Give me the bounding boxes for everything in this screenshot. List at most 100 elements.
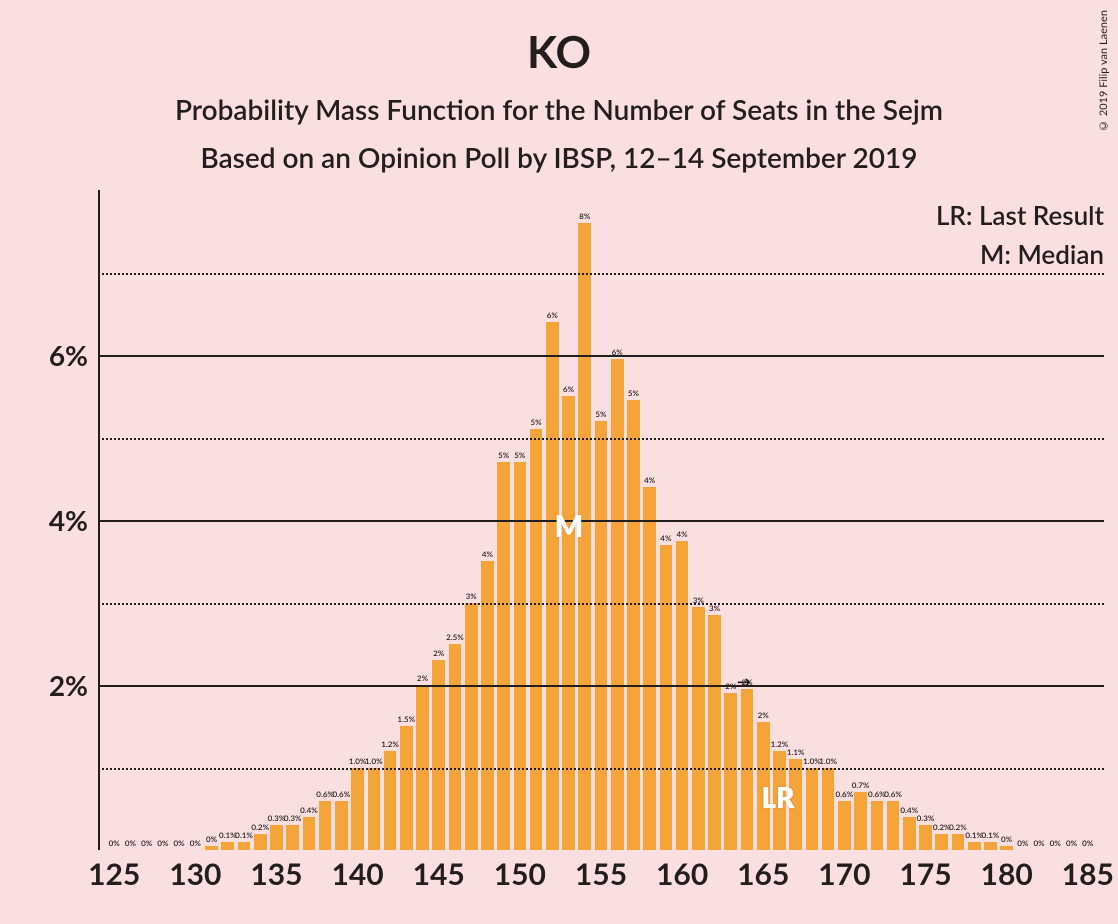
bar-value-label: 0.1% [965, 830, 983, 840]
gridline-solid [98, 520, 1104, 522]
bar-value-label: 0% [157, 838, 168, 848]
bar-value-label: 0.6% [333, 789, 351, 799]
bar: 0.2% [935, 834, 948, 851]
bar-value-label: 1.2% [381, 739, 399, 749]
bar: 2% [724, 693, 737, 850]
x-tick-label: 165 [737, 850, 789, 892]
bar-value-label: 0.3% [917, 813, 935, 823]
bar: 0.4% [903, 817, 916, 850]
bar-value-label: 0.2% [251, 822, 269, 832]
bar-value-label: 0.6% [868, 789, 886, 799]
gridline-dotted [98, 603, 1104, 605]
bar-value-label: 0% [190, 838, 201, 848]
x-tick-label: 140 [332, 850, 384, 892]
bar: 0.6% [887, 801, 900, 851]
bar: 3% [465, 603, 478, 851]
bar-value-label: 1.1% [787, 747, 805, 757]
bar: 2% [432, 660, 445, 850]
x-tick-label: 180 [981, 850, 1033, 892]
bar: 4% [660, 545, 673, 850]
bar-value-label: 0% [1050, 838, 1061, 848]
subtitle1-text: Probability Mass Function for the Number… [175, 92, 943, 126]
bar-value-label: 2.5% [446, 632, 464, 642]
gridline-solid [98, 685, 1104, 687]
bar-value-label: 0% [1017, 838, 1028, 848]
x-tick-label: 170 [818, 850, 870, 892]
chart-subtitle-1: Probability Mass Function for the Number… [0, 92, 1118, 126]
bar: 0.6% [319, 801, 332, 851]
chart-title: KO [0, 0, 1118, 78]
x-tick-label: 150 [494, 850, 546, 892]
bar-value-label: 1.0% [365, 756, 383, 766]
bar: 3% [692, 607, 705, 850]
median-marker: M [555, 508, 584, 544]
bar-value-label: 0.7% [852, 780, 870, 790]
bar-value-label: 0.6% [316, 789, 334, 799]
bar: 2% [741, 689, 754, 850]
bar: 1.0% [351, 768, 364, 851]
bar-value-label: 0.2% [949, 822, 967, 832]
x-tick-label: 135 [250, 850, 302, 892]
bar: 0.1% [984, 842, 997, 850]
bar-value-label: 4% [677, 529, 688, 539]
bar-value-label: 2% [433, 648, 444, 658]
bar-value-label: 2% [417, 673, 428, 683]
x-tick-label: 155 [575, 850, 627, 892]
bar-value-label: 5% [628, 388, 639, 398]
bar: 0.2% [254, 834, 267, 851]
bar-value-label: 0.2% [933, 822, 951, 832]
bar-value-label: 4% [482, 549, 493, 559]
bar: 0.1% [221, 842, 234, 850]
bar-value-label: 0% [109, 838, 120, 848]
subtitle2-text: Based on an Opinion Poll by IBSP, 12–14 … [201, 140, 918, 174]
bar: 5% [595, 421, 608, 850]
bar: 5% [530, 429, 543, 850]
bar-value-label: 5% [514, 450, 525, 460]
plot-area: LR: Last Result M: Median 0%0%0%0%0%0%0%… [98, 190, 1104, 850]
bar-value-label: 8% [579, 211, 590, 221]
x-tick-label: 175 [899, 850, 951, 892]
bar-value-label: 1.0% [803, 756, 821, 766]
bar: 4% [643, 487, 656, 850]
bar-value-label: 0.1% [982, 830, 1000, 840]
bar-value-label: 0% [1066, 838, 1077, 848]
bar-value-label: 0.1% [235, 830, 253, 840]
bar-value-label: 1.2% [771, 739, 789, 749]
chart-area: LR: Last Result M: Median 0%0%0%0%0%0%0%… [98, 190, 1104, 850]
bar: 4% [676, 541, 689, 850]
bar: 0.4% [303, 817, 316, 850]
bar-value-label: 0% [206, 834, 217, 844]
x-tick-label: 130 [169, 850, 221, 892]
bar: 0.3% [919, 825, 932, 850]
bar: 1.5% [400, 726, 413, 850]
bar-value-label: 0% [1082, 838, 1093, 848]
x-tick-label: 160 [656, 850, 708, 892]
gridline-solid [98, 355, 1104, 357]
bar: 1.0% [368, 768, 381, 851]
bar-value-label: 4% [644, 475, 655, 485]
bar-value-label: 0% [1034, 838, 1045, 848]
bar-value-label: 0% [1001, 834, 1012, 844]
bar: 0.6% [871, 801, 884, 851]
bar-value-label: 2% [758, 710, 769, 720]
y-tick-label: 6% [49, 338, 98, 372]
bar-value-label: 4% [660, 533, 671, 543]
bar: 0.3% [270, 825, 283, 850]
bar-value-label: 0.1% [219, 830, 237, 840]
bar: 6% [611, 359, 624, 850]
bar-value-label: 0.3% [268, 813, 286, 823]
bar: 0.6% [838, 801, 851, 851]
x-tick-label: 145 [413, 850, 465, 892]
bar: 1.0% [806, 768, 819, 851]
bar: 1.0% [822, 768, 835, 851]
x-tick-label: 125 [88, 850, 140, 892]
bar-value-label: 6% [547, 310, 558, 320]
bar-value-label: 0% [141, 838, 152, 848]
bar-value-label: 5% [595, 409, 606, 419]
bar-value-label: 0.4% [900, 805, 918, 815]
bar-value-label: 1.0% [819, 756, 837, 766]
last-result-marker: LR [761, 780, 794, 814]
bar-value-label: 5% [531, 417, 542, 427]
bar-value-label: 1.0% [349, 756, 367, 766]
bar-value-label: 0% [125, 838, 136, 848]
